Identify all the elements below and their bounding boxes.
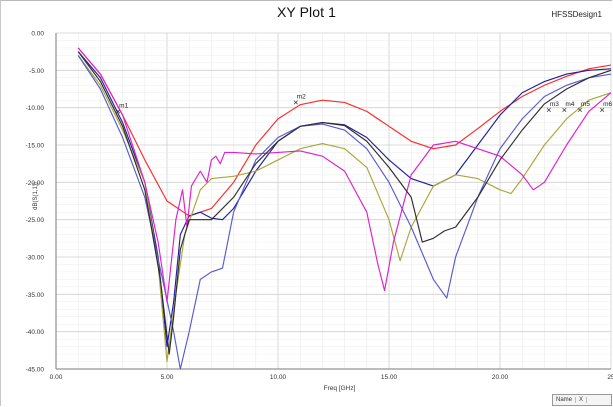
series-line-6 [77,51,612,355]
x-tick-label: 20.00 [492,374,509,381]
y-tick-label: -30.00 [26,255,45,262]
marker-symbol [577,107,582,112]
x-tick-label: 10.00 [270,374,287,381]
y-tick-label: -15.00 [26,143,45,150]
y-tick-label: -40.00 [26,329,45,336]
series-line-5 [77,47,612,303]
marker-label: m5 [581,101,590,108]
marker-label: m3 [550,101,559,108]
legend-x-header: X [576,397,588,403]
series-line-4 [77,55,612,370]
marker-label: m1 [119,102,128,109]
series-group [77,47,612,370]
x-tick-label: 25 [607,374,613,381]
series-line-3 [77,55,612,363]
y-tick-label: -5.00 [29,68,44,75]
y-axis-title: dB(S(1,1)) [33,182,39,210]
markers-group: m1 m2 m3 m4 m5 m6 [116,93,613,114]
design-name: HFSSDesign1 [551,10,602,19]
y-tick-label: 0.00 [31,31,44,38]
marker-label: m2 [297,93,306,100]
y-tick-label: -10.00 [26,105,45,112]
x-tick-label: 5.00 [161,374,174,381]
y-tick-label: -45.00 [26,367,45,374]
series-line-1 [77,47,612,217]
marker-label: m4 [565,101,574,108]
y-tick-label: -20.00 [26,180,45,187]
plot-area [56,33,611,369]
axes [55,33,611,370]
axis-labels: 0.00 -5.00 -10.00 -15.00 -20.00 -25.00 -30.00 -… [26,31,613,393]
plot-title: XY Plot 1 [276,4,336,20]
x-axis-title: Freq [GHz] [324,385,356,392]
marker-label: m6 [603,101,612,108]
y-tick-label: -25.00 [26,217,45,224]
marker-symbol [562,107,567,112]
x-tick-label: 0.00 [50,374,63,381]
x-tick-label: 15.00 [381,374,398,381]
legend-name-header: Name [553,397,577,403]
marker-symbol [293,100,298,105]
marker-symbol [116,109,121,114]
legend-table-header[interactable]: Name X [552,394,612,406]
marker-symbol [600,107,605,112]
y-tick-label: -35.00 [26,292,45,299]
marker-symbol [546,107,551,112]
